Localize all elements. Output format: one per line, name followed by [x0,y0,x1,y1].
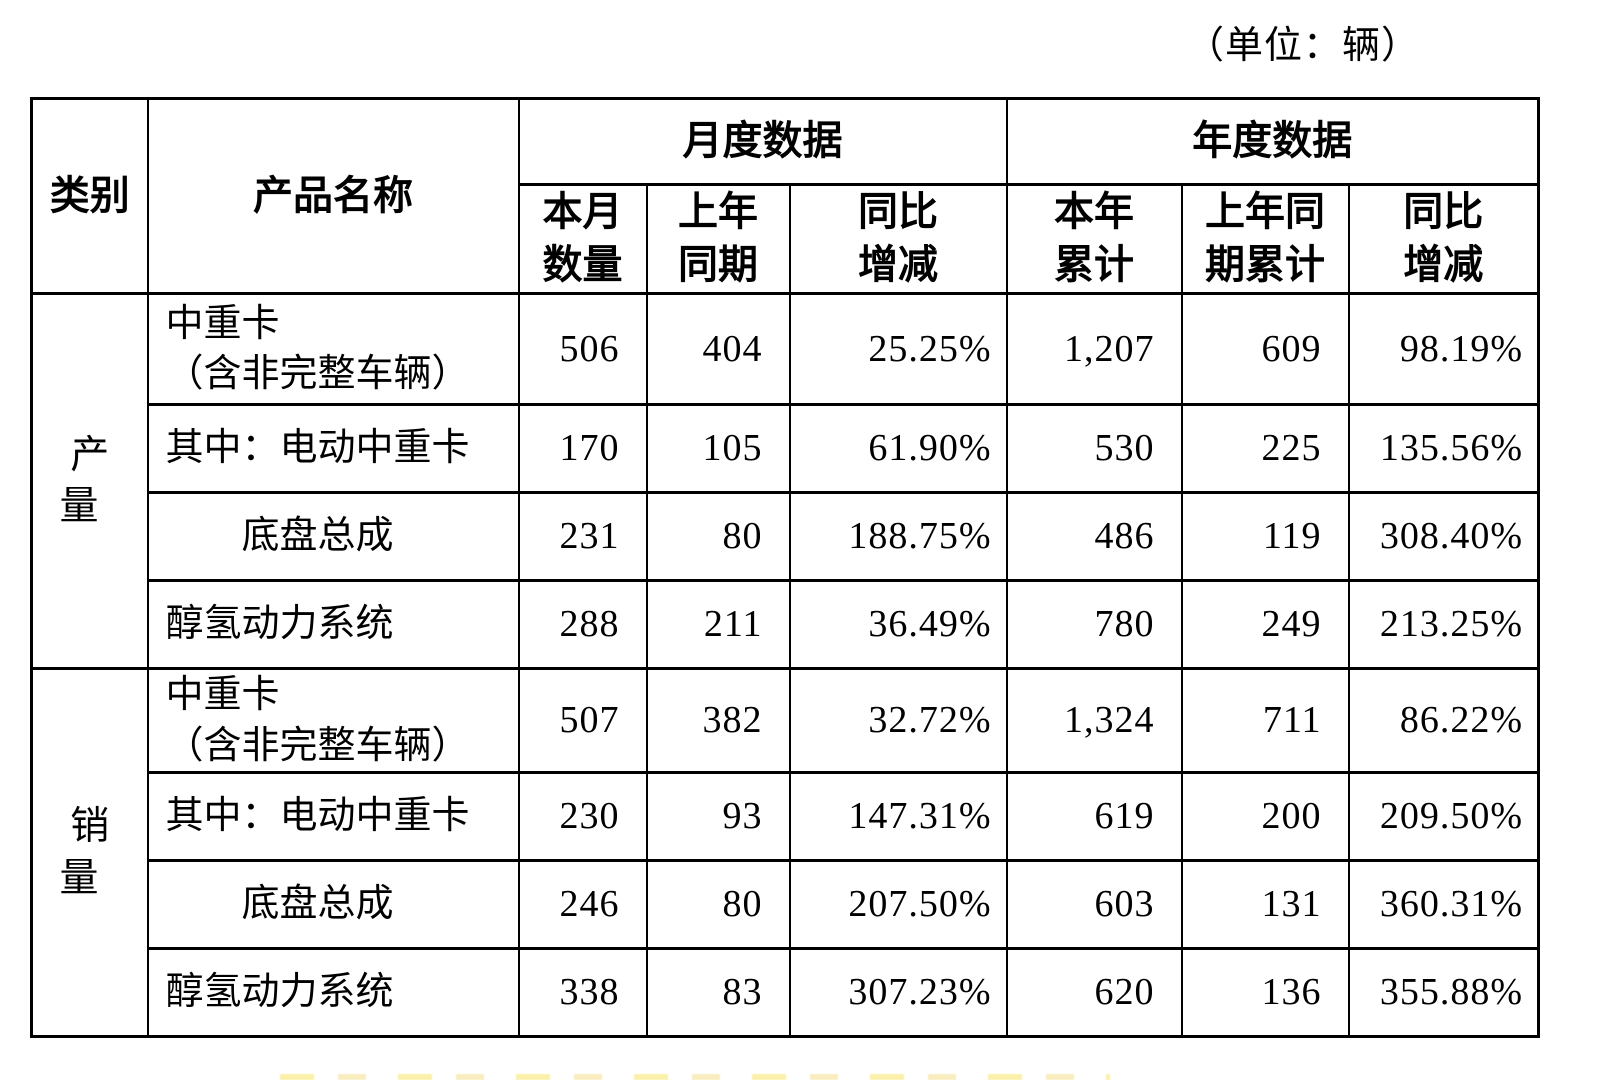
table-row: 产量 中重卡 （含非完整车辆） 506 404 25.25% 1,207 609… [30,292,1540,670]
value-cell: 83 [645,947,791,1038]
subheader-yoy-change-monthly: 同比 增减 [788,183,1008,295]
product-name-cell: 中重卡 （含非完整车辆） [146,292,520,406]
value-cell: 209.50% [1347,771,1540,862]
value-cell: 530 [1005,403,1183,494]
value-cell: 308.40% [1347,491,1540,582]
value-cell: 507 [517,667,648,774]
value-cell: 382 [645,667,791,774]
value-cell: 620 [1005,947,1183,1038]
product-name-cell: 醇氢动力系统 [146,579,520,670]
production-sales-data-table: 类别 产品名称 月度数据 年度数据 本月 数量 上年 同期 同比 增减 本年 累… [30,97,1541,1038]
product-name-cell: 中重卡 （含非完整车辆） [146,667,520,774]
cutoff-highlight-artifact [280,1074,1110,1080]
value-cell: 506 [517,292,648,406]
header-category: 类别 [30,97,149,295]
value-cell: 609 [1180,292,1350,406]
value-cell: 213.25% [1347,579,1540,670]
value-cell: 404 [645,292,791,406]
value-cell: 338 [517,947,648,1038]
value-cell: 711 [1180,667,1350,774]
value-cell: 1,207 [1005,292,1183,406]
subheader-current-month-qty: 本月 数量 [517,183,648,295]
subheader-prior-year-period: 上年 同期 [645,183,791,295]
product-name-cell: 底盘总成 [146,859,520,950]
value-cell: 211 [645,579,791,670]
value-cell: 619 [1005,771,1183,862]
value-cell: 486 [1005,491,1183,582]
header-row-sub: 本月 数量 上年 同期 同比 增减 本年 累计 上年同 期累计 同比 增减 [32,183,1540,295]
table-row: 醇氢动力系统 338 83 307.23% 620 136 355.88% [32,947,1540,1038]
header-monthly-data: 月度数据 [517,97,1008,186]
value-cell: 93 [645,771,791,862]
value-cell: 603 [1005,859,1183,950]
product-name-cell: 底盘总成 [146,491,520,582]
value-cell: 188.75% [788,491,1008,582]
value-cell: 231 [517,491,648,582]
subheader-prior-ytd-total: 上年同 期累计 [1180,183,1350,295]
value-cell: 780 [1005,579,1183,670]
value-cell: 288 [517,579,648,670]
header-product-name: 产品名称 [146,97,520,295]
value-cell: 170 [517,403,648,494]
product-name-cell: 其中：电动中重卡 [146,771,520,862]
value-cell: 147.31% [788,771,1008,862]
value-cell: 207.50% [788,859,1008,950]
value-cell: 246 [517,859,648,950]
value-cell: 131 [1180,859,1350,950]
value-cell: 249 [1180,579,1350,670]
value-cell: 86.22% [1347,667,1540,774]
value-cell: 80 [645,859,791,950]
category-cell-production: 产量 [30,292,149,670]
value-cell: 200 [1180,771,1350,862]
value-cell: 355.88% [1347,947,1540,1038]
subheader-yoy-change-annual: 同比 增减 [1347,183,1540,295]
value-cell: 25.25% [788,292,1008,406]
value-cell: 135.56% [1347,403,1540,494]
value-cell: 230 [517,771,648,862]
value-cell: 136 [1180,947,1350,1038]
value-cell: 32.72% [788,667,1008,774]
value-cell: 225 [1180,403,1350,494]
value-cell: 61.90% [788,403,1008,494]
header-row-groups: 类别 产品名称 月度数据 年度数据 [30,97,1540,295]
table-row: 底盘总成 246 80 207.50% 603 131 360.31% [32,859,1540,950]
subheader-ytd-total: 本年 累计 [1005,183,1183,295]
product-name-cell: 醇氢动力系统 [146,947,520,1038]
value-cell: 360.31% [1347,859,1540,950]
table-row: 销量 中重卡 （含非完整车辆） 507 382 32.72% 1,324 711… [30,667,1540,1038]
value-cell: 1,324 [1005,667,1183,774]
table-row: 底盘总成 231 80 188.75% 486 119 308.40% [32,491,1540,582]
value-cell: 119 [1180,491,1350,582]
value-cell: 105 [645,403,791,494]
category-cell-sales: 销量 [30,667,149,1038]
value-cell: 98.19% [1347,292,1540,406]
value-cell: 307.23% [788,947,1008,1038]
unit-label: （单位：辆） [1185,25,1420,67]
value-cell: 36.49% [788,579,1008,670]
product-name-cell: 其中：电动中重卡 [146,403,520,494]
table-row: 其中：电动中重卡 170 105 61.90% 530 225 135.56% [32,403,1540,494]
header-annual-data: 年度数据 [1005,97,1540,186]
table-row: 其中：电动中重卡 230 93 147.31% 619 200 209.50% [32,771,1540,862]
table-row: 醇氢动力系统 288 211 36.49% 780 249 213.25% [32,579,1540,670]
value-cell: 80 [645,491,791,582]
